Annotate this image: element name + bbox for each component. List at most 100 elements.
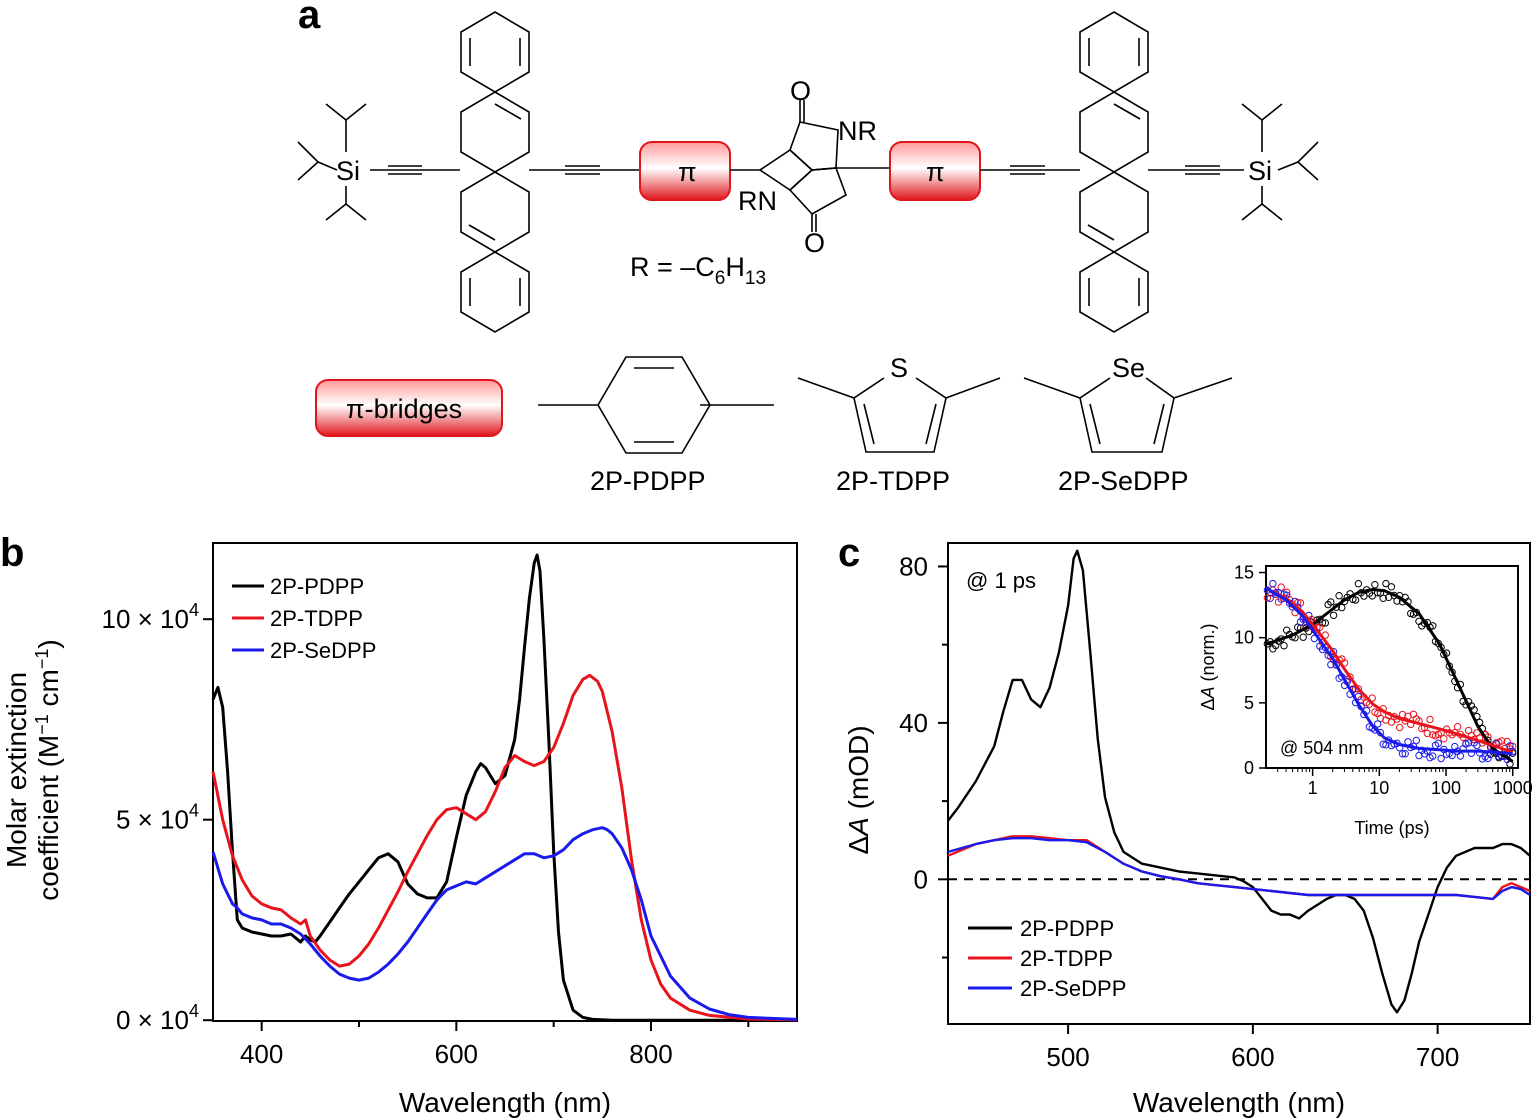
x-tick-label-800-b: 800 bbox=[629, 1039, 672, 1069]
compound-label-pdpp: 2P-PDPP bbox=[590, 466, 706, 496]
data-point-2p-pdpp-inset bbox=[1429, 622, 1437, 630]
x-tick-label-1-inset: 1 bbox=[1308, 778, 1318, 798]
pi-bridges-box bbox=[315, 379, 503, 437]
dpp-core bbox=[730, 100, 890, 232]
y-axis-title-inset: ΔA (norm.) bbox=[1198, 623, 1218, 710]
data-point-2p-sedpp-inset bbox=[1398, 750, 1407, 758]
rn-label: RN bbox=[738, 186, 777, 216]
panel-label-b: b bbox=[0, 531, 24, 575]
series-line-2p-tdpp-c bbox=[947, 835, 1531, 901]
right-pentacene bbox=[1079, 11, 1149, 333]
si-label-right: Si bbox=[1248, 156, 1272, 186]
series-fits-inset bbox=[1265, 586, 1514, 763]
data-point-2p-pdpp-inset bbox=[1368, 592, 1376, 600]
o-label-bottom: O bbox=[804, 228, 825, 258]
data-point-2p-pdpp-inset bbox=[1299, 633, 1307, 641]
o-label-top: O bbox=[790, 76, 811, 106]
y-tick-label-80-c: 80 bbox=[899, 551, 928, 581]
data-point-2p-tdpp-inset bbox=[1396, 723, 1404, 732]
data-point-2p-sedpp-inset bbox=[1473, 741, 1481, 750]
axis-ticks-c: 500 600 700 0 40 80 bbox=[899, 551, 1459, 1072]
x-axis-title-b: Wavelength (nm) bbox=[399, 1087, 611, 1118]
axis-ticks-inset: 1 10 100 1000 0 5 10 15 bbox=[1234, 563, 1532, 798]
x-tick-label-600-b: 600 bbox=[435, 1039, 478, 1069]
annotation-c: @ 1 ps bbox=[966, 568, 1036, 593]
data-point-2p-tdpp-inset bbox=[1354, 685, 1363, 693]
legend-c: 2P-PDPP 2P-TDPP 2P-SeDPP bbox=[968, 916, 1126, 1001]
y-tick-label-5-inset: 5 bbox=[1244, 693, 1254, 713]
data-point-2p-sedpp-inset bbox=[1484, 754, 1492, 763]
pi-label-left: π bbox=[678, 157, 697, 187]
legend-label-tdpp-c: 2P-TDPP bbox=[1020, 946, 1113, 971]
legend-label-sedpp-b: 2P-SeDPP bbox=[270, 638, 376, 663]
series-line-2p-sedpp-b bbox=[211, 826, 798, 1021]
series-line-2p-sedpp-c bbox=[947, 837, 1531, 901]
data-point-2p-sedpp-inset bbox=[1401, 750, 1409, 758]
data-point-2p-sedpp-inset bbox=[1434, 739, 1443, 747]
data-point-2p-sedpp-inset bbox=[1269, 579, 1277, 588]
r-definition: R = –C6H13 bbox=[630, 252, 766, 289]
data-point-2p-pdpp-inset bbox=[1321, 619, 1330, 627]
data-point-2p-sedpp-inset bbox=[1329, 648, 1338, 656]
panel-label-a: a bbox=[298, 0, 321, 37]
series-line-2p-pdpp-b bbox=[211, 553, 797, 1022]
plot-frame-c bbox=[947, 542, 1531, 1025]
x-tick-label-600-c: 600 bbox=[1231, 1042, 1274, 1072]
data-point-2p-tdpp-inset bbox=[1316, 623, 1324, 631]
data-point-2p-tdpp-inset bbox=[1440, 735, 1448, 743]
y-axis-title-b-line2: coefficient (M−1 cm−1) bbox=[32, 639, 64, 901]
data-point-2p-sedpp-inset bbox=[1374, 720, 1382, 728]
panel-b: b 400 600 800 0 × 104 5 × 104 10 × 104 Wavele… bbox=[0, 531, 798, 1118]
data-point-2p-pdpp-inset bbox=[1280, 642, 1288, 650]
x-tick-label-400-b: 400 bbox=[240, 1039, 283, 1069]
x-axis-title-inset: Time (ps) bbox=[1354, 818, 1429, 838]
legend-label-sedpp-c: 2P-SeDPP bbox=[1020, 976, 1126, 1001]
data-point-2p-pdpp-inset bbox=[1327, 598, 1335, 606]
inset-frame bbox=[1265, 565, 1519, 769]
y-tick-label-100000-b: 10 × 104 bbox=[102, 600, 200, 634]
series-line-2p-tdpp-b bbox=[211, 673, 798, 1022]
data-point-2p-pdpp-inset bbox=[1338, 603, 1346, 612]
compound-label-sedpp: 2P-SeDPP bbox=[1058, 466, 1189, 496]
si-label-left: Si bbox=[336, 156, 360, 186]
x-tick-label-1000-inset: 1000 bbox=[1493, 778, 1532, 798]
data-point-2p-sedpp-inset bbox=[1437, 754, 1445, 763]
data-point-2p-pdpp-inset bbox=[1387, 583, 1396, 591]
fit-line-2p-sedpp-inset bbox=[1265, 586, 1513, 756]
data-point-2p-pdpp-inset bbox=[1407, 609, 1415, 618]
right-alkyne bbox=[980, 165, 1080, 175]
thiophene-bridge bbox=[797, 377, 1001, 453]
series-line-2p-pdpp-c bbox=[947, 549, 1531, 1014]
data-point-2p-sedpp-inset bbox=[1379, 740, 1387, 748]
left-pentacene bbox=[460, 11, 530, 333]
x-tick-label-10-inset: 10 bbox=[1369, 778, 1389, 798]
panel-label-c: c bbox=[838, 531, 860, 575]
y-tick-label-10-inset: 10 bbox=[1234, 628, 1254, 648]
y-axis-title-c: ΔA (mOD) bbox=[843, 725, 874, 854]
y-tick-label-0-c: 0 bbox=[914, 864, 928, 894]
data-point-2p-pdpp-inset bbox=[1335, 592, 1343, 600]
data-point-2p-pdpp-inset bbox=[1354, 580, 1363, 588]
x-axis-title-c: Wavelength (nm) bbox=[1133, 1087, 1345, 1118]
pi-label-right: π bbox=[926, 157, 945, 187]
right-tips-group bbox=[1148, 103, 1319, 221]
selenophene-bridge bbox=[1023, 377, 1233, 453]
data-point-2p-sedpp-inset bbox=[1464, 739, 1473, 747]
inset-c: 1 10 100 1000 0 5 10 15 @ 504 nm Time (ps) ΔA (… bbox=[1198, 563, 1532, 838]
data-point-2p-pdpp-inset bbox=[1351, 596, 1360, 604]
data-point-2p-pdpp-inset bbox=[1379, 594, 1387, 602]
data-point-2p-sedpp-inset bbox=[1456, 752, 1465, 760]
nr-label: NR bbox=[838, 116, 877, 146]
data-point-2p-tdpp-inset bbox=[1423, 729, 1432, 738]
data-point-2p-sedpp-inset bbox=[1448, 751, 1456, 760]
phenyl-bridge bbox=[538, 356, 774, 454]
left-tips-group bbox=[297, 103, 460, 221]
y-tick-label-50000-b: 5 × 104 bbox=[116, 801, 199, 835]
fit-line-2p-tdpp-inset bbox=[1265, 586, 1514, 754]
plot-frame-b bbox=[212, 542, 798, 1022]
data-point-2p-sedpp-inset bbox=[1266, 594, 1274, 602]
y-tick-label-15-inset: 15 bbox=[1234, 563, 1254, 583]
annotation-inset: @ 504 nm bbox=[1280, 738, 1363, 758]
